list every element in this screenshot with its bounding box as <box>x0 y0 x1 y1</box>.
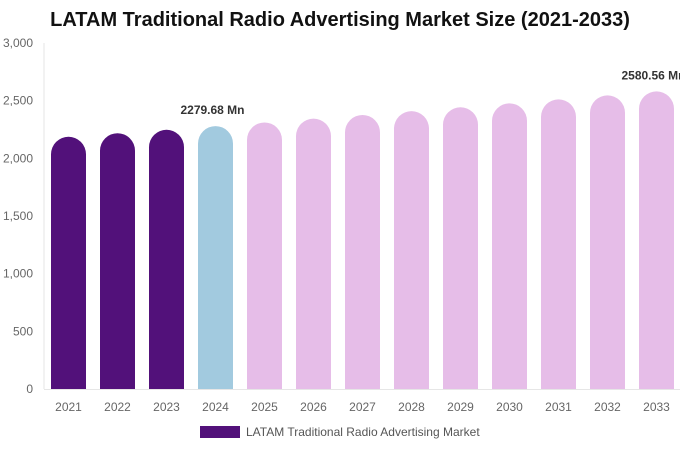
bar-2024 <box>198 126 233 389</box>
legend-swatch <box>200 426 240 438</box>
bar-2030 <box>492 103 527 389</box>
data-label: 2279.68 Mn <box>180 103 244 117</box>
bar-2031 <box>541 99 576 389</box>
bar-2033 <box>639 91 674 389</box>
bar-2027 <box>345 114 380 389</box>
x-tick-label: 2032 <box>594 400 621 414</box>
bar-2028 <box>394 111 429 389</box>
bar-2029 <box>443 107 478 390</box>
bar-2023 <box>149 129 184 390</box>
y-tick-label: 2,500 <box>3 94 33 108</box>
x-tick-label: 2027 <box>349 400 376 414</box>
legend-label: LATAM Traditional Radio Advertising Mark… <box>246 425 480 439</box>
bar-2025 <box>247 122 282 389</box>
x-tick-label: 2033 <box>643 400 670 414</box>
x-tick-label: 2024 <box>202 400 229 414</box>
y-tick-label: 2,000 <box>3 151 33 165</box>
y-tick-label: 1,000 <box>3 267 33 281</box>
y-tick-label: 0 <box>26 382 33 396</box>
y-tick-label: 3,000 <box>3 36 33 50</box>
y-tick-label: 1,500 <box>3 209 33 223</box>
x-tick-label: 2029 <box>447 400 474 414</box>
x-tick-label: 2025 <box>251 400 278 414</box>
bar-2032 <box>590 95 625 390</box>
x-tick-label: 2021 <box>55 400 82 414</box>
bar-2021 <box>51 136 86 389</box>
x-tick-label: 2028 <box>398 400 425 414</box>
chart-title: LATAM Traditional Radio Advertising Mark… <box>50 9 630 31</box>
x-tick-label: 2030 <box>496 400 523 414</box>
bar-2026 <box>296 118 331 390</box>
data-label: 2580.56 Mn <box>621 68 680 82</box>
bar-2022 <box>100 133 135 389</box>
x-tick-label: 2022 <box>104 400 131 414</box>
x-tick-label: 2031 <box>545 400 572 414</box>
x-tick-label: 2026 <box>300 400 327 414</box>
y-tick-label: 500 <box>13 324 33 338</box>
x-tick-label: 2023 <box>153 400 180 414</box>
legend: LATAM Traditional Radio Advertising Mark… <box>200 425 480 439</box>
